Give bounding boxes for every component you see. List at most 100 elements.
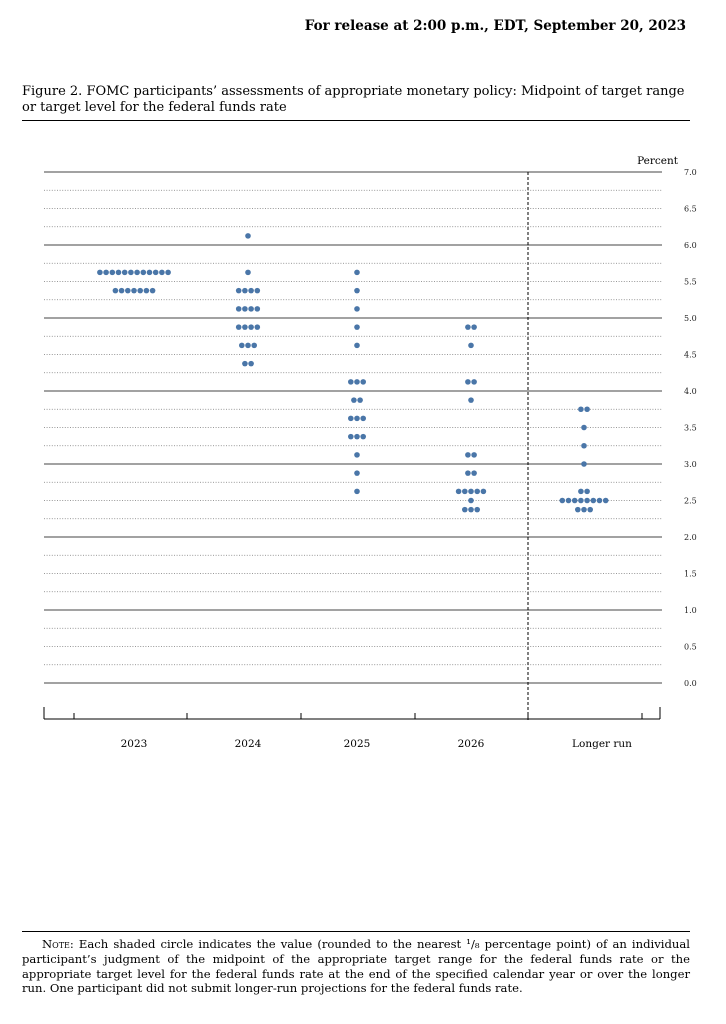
participant-dot (245, 342, 251, 349)
participant-dot (354, 306, 360, 312)
participant-dot (248, 324, 254, 330)
participant-dot (474, 506, 481, 513)
participant-dot (465, 379, 471, 385)
participant-dot (360, 379, 367, 385)
participant-dot (254, 287, 261, 294)
participant-dot (578, 406, 584, 413)
participant-dot (242, 306, 248, 312)
participant-dot (131, 287, 137, 294)
participant-dot (242, 324, 248, 330)
participant-dot (465, 470, 471, 476)
participant-dot (235, 324, 242, 330)
participant-dot (584, 406, 590, 413)
participant-dot (581, 442, 587, 449)
y-tick-label: 4.0 (684, 387, 697, 396)
participant-dot (471, 452, 477, 458)
participant-dot (354, 415, 360, 422)
participant-dot (242, 360, 248, 367)
participant-dot (590, 497, 597, 504)
participant-dot (565, 497, 572, 504)
participant-dot (581, 461, 587, 467)
participant-dot (354, 433, 360, 440)
participant-dot (480, 488, 487, 495)
participant-dot (115, 269, 122, 276)
participant-dot (354, 269, 360, 276)
participant-dot (471, 379, 477, 385)
participant-dot (354, 324, 360, 330)
participant-dot (118, 287, 125, 294)
participant-dot (348, 379, 354, 385)
participant-dot (146, 269, 153, 276)
note-label: Note: (42, 937, 74, 951)
participant-dot (584, 488, 590, 495)
participant-dot (254, 306, 261, 312)
x-tick-label: 2026 (458, 738, 485, 750)
title-rule (22, 120, 690, 121)
participant-dot (462, 488, 468, 495)
participant-dot (109, 269, 116, 276)
y-tick-label: 3.5 (684, 424, 697, 433)
participant-dot (103, 269, 109, 276)
dot-plot-chart: 7.0 6.5 6.0 5.5 5.0 4.5 4.0 3.5 3.0 2.5 2.0 1.5 1.0 0… (43, 155, 697, 750)
participant-dot (474, 488, 481, 495)
participant-dot (245, 269, 251, 276)
y-tick-label: 0.5 (684, 643, 697, 652)
y-tick-label: 6.0 (684, 241, 697, 250)
chart-grid (44, 171, 662, 684)
note-rule (22, 931, 690, 932)
y-tick-label: 1.0 (684, 606, 697, 615)
participant-dot (462, 506, 468, 513)
participant-dot (468, 397, 474, 403)
participant-dot (354, 287, 360, 294)
y-tick-label: 2.5 (684, 497, 697, 506)
participant-dot (351, 397, 357, 403)
y-tick-label: 3.0 (684, 460, 697, 469)
participant-dot (575, 506, 581, 513)
participant-dot (159, 269, 165, 276)
participant-dot (360, 415, 367, 422)
participant-dot (248, 306, 254, 312)
y-tick-label: 0.0 (684, 679, 697, 688)
y-axis-label: Percent (637, 155, 679, 167)
participant-dot (97, 269, 103, 276)
participant-dot (235, 306, 242, 312)
participant-dot (596, 497, 603, 504)
participant-dot (465, 452, 471, 458)
x-tick-labels: 2023 2024 2025 2026 Longer run (121, 738, 633, 750)
participant-dot (468, 488, 474, 495)
y-tick-label: 5.0 (684, 314, 697, 323)
participant-dot (235, 287, 242, 294)
participant-dot (471, 324, 477, 330)
x-tick-label: 2025 (344, 738, 371, 750)
participant-dot (468, 342, 474, 349)
participant-dot (559, 497, 566, 504)
participant-dot (165, 269, 171, 276)
participant-dot (354, 379, 360, 385)
participant-dot (584, 497, 590, 504)
y-tick-label: 6.5 (684, 205, 697, 214)
x-tick-label: 2023 (121, 738, 148, 750)
release-date: For release at 2:00 p.m., EDT, September… (304, 18, 686, 34)
participant-dot (581, 506, 587, 513)
participant-dot (134, 269, 140, 276)
participant-dot (128, 269, 134, 276)
participant-dot (578, 497, 584, 504)
x-axis (43, 707, 661, 720)
participant-dot (360, 433, 367, 440)
participant-dot (248, 287, 254, 294)
participant-dot (254, 324, 261, 330)
participant-dot (455, 488, 462, 495)
participant-dot (357, 397, 363, 403)
participant-dot (245, 233, 251, 239)
participant-dot (468, 497, 474, 504)
participant-dot (149, 287, 156, 294)
participant-dot (239, 342, 245, 349)
participant-dot (571, 497, 578, 504)
participant-dot (354, 342, 360, 349)
participant-dot (152, 269, 159, 276)
participant-dot (581, 424, 587, 431)
figure-title: Figure 2. FOMC participants’ assessments… (22, 84, 685, 115)
participant-dot (354, 488, 360, 495)
participant-dot (354, 452, 360, 458)
participant-dot (354, 470, 360, 476)
